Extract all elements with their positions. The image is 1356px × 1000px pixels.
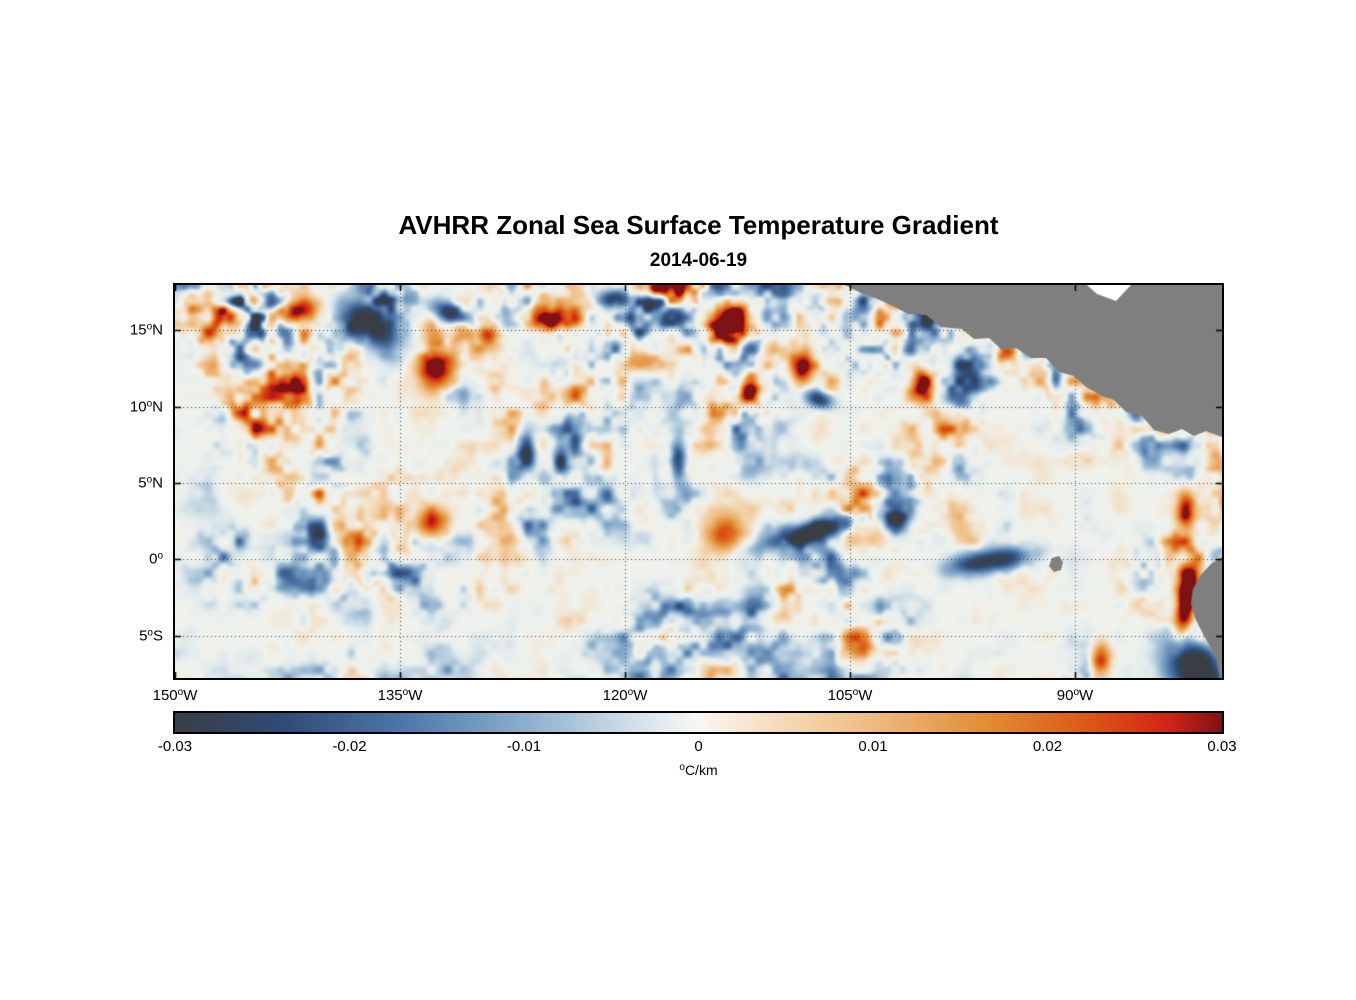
colorbar-tick-label: 0.01 — [858, 738, 888, 755]
chart-title: AVHRR Zonal Sea Surface Temperature Grad… — [398, 210, 999, 240]
colorbar-tick-label: 0.03 — [1207, 738, 1237, 755]
colorbar-tick-label: -0.03 — [157, 738, 193, 755]
lon-tick-label: 90oW — [1056, 687, 1094, 704]
lat-tick-label: 10oN — [129, 398, 163, 416]
map-plot — [173, 283, 1224, 680]
colorbar-tick-label: 0 — [694, 738, 703, 755]
chart-subtitle: 2014-06-19 — [649, 250, 748, 271]
lon-tick-label: 150oW — [152, 687, 198, 704]
lon-tick-label: 135oW — [377, 687, 423, 704]
lat-tick-label: 15oN — [129, 321, 163, 339]
colorbar — [173, 711, 1224, 734]
colorbar-tick-label: -0.01 — [506, 738, 542, 755]
lon-tick-label: 120oW — [602, 687, 648, 704]
lat-tick-label: 5oS — [139, 627, 163, 645]
colorbar-gradient — [175, 713, 1222, 732]
colorbar-unit-label: oC/km — [679, 762, 718, 778]
lon-tick-label: 105oW — [827, 687, 873, 704]
sst-gradient-heatmap-canvas — [175, 285, 1222, 678]
lat-tick-label: 0o — [149, 550, 163, 568]
lat-tick-label: 5oN — [138, 474, 163, 492]
colorbar-tick-label: -0.02 — [332, 738, 367, 755]
colorbar-tick-label: 0.02 — [1032, 738, 1063, 755]
